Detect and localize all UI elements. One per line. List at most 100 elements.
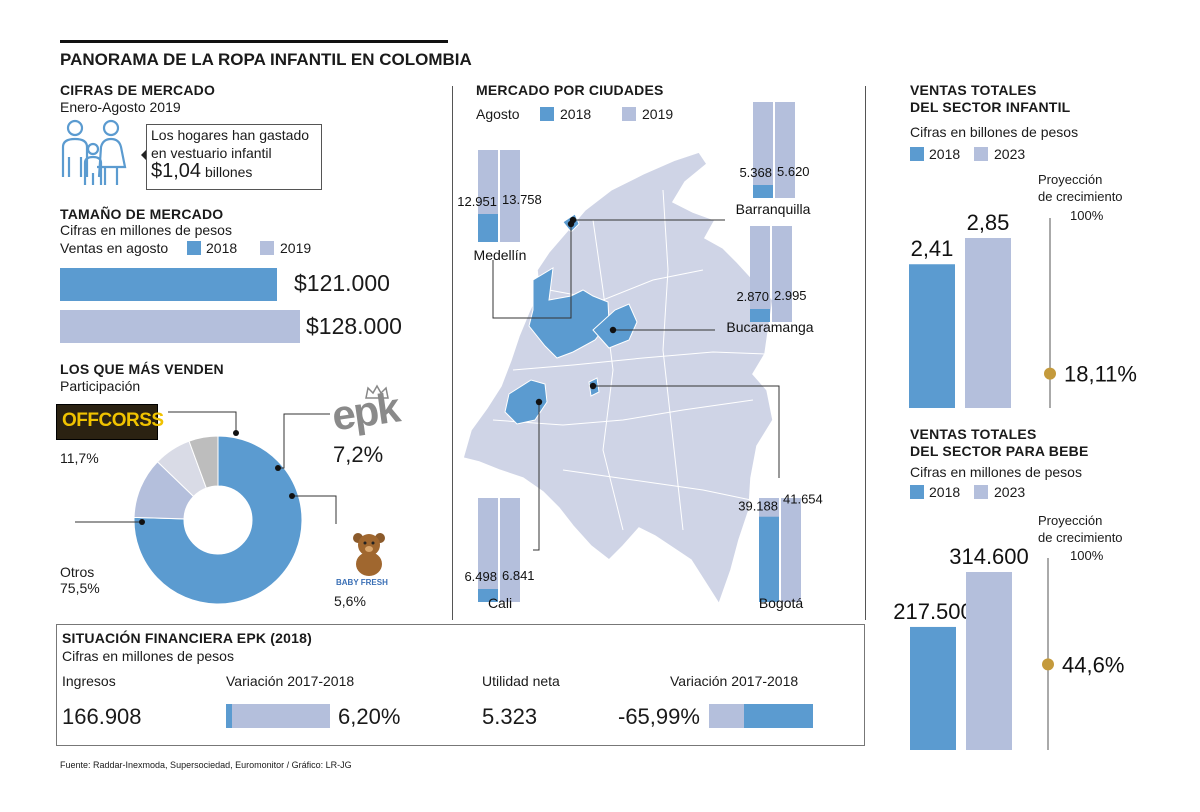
city-label-2019-Bucaramanga: 2.995 — [774, 288, 807, 303]
venden-subtitle: Participación — [60, 378, 141, 394]
var1-value: 6,20% — [338, 704, 401, 729]
city-bar-2018-Barranquilla — [753, 185, 773, 198]
projection-dot — [1044, 367, 1056, 380]
city-dot-4 — [589, 382, 597, 390]
otros-pct: 75,5% — [60, 580, 100, 596]
babyfresh-logo: BABY FRESH — [336, 578, 388, 587]
city-label-2018-Barranquilla: 5.368 — [739, 165, 772, 180]
city-bar-2019-Bogotá — [781, 509, 801, 602]
city-bar-2019-Cali — [500, 588, 520, 602]
city-label-2019-Medellín: 13.758 — [502, 192, 542, 207]
infantil-proj-label2: de crecimiento — [1038, 189, 1123, 204]
offcorss-logo-text: OFFCORSS — [62, 410, 164, 431]
bebe-bar-chart: 217.500 314.600 44,6% — [893, 544, 1124, 750]
city-bar-bg-2018-2 — [750, 226, 770, 322]
var1-label: Variación 2017-2018 — [226, 673, 355, 689]
city-label-2018-Bucaramanga: 2.870 — [736, 289, 769, 304]
bebe-swatch-2018 — [910, 485, 924, 499]
babyfresh-pct: 5,6% — [334, 593, 366, 609]
city-name-Bogotá: Bogotá — [759, 595, 804, 611]
city-dot-2 — [609, 326, 617, 334]
bar-label-2023: 314.600 — [949, 544, 1029, 569]
bar-2018 — [910, 626, 956, 750]
santander-region — [592, 303, 638, 349]
colombia-outline — [462, 151, 774, 606]
header-rule — [60, 40, 448, 43]
ciudades-legend-2018: 2018 — [560, 106, 592, 122]
city-bar-2019-Barranquilla — [775, 184, 795, 198]
projection-value: 44,6% — [1062, 652, 1124, 677]
otros-label: Otros — [60, 564, 95, 580]
bar-2018 — [909, 264, 955, 408]
city-bar-2018-Cali — [478, 589, 498, 602]
infantil-subtitle: Cifras en billones de pesos — [910, 124, 1079, 140]
bebe-proj-max: 100% — [1070, 548, 1104, 563]
colombia-map — [462, 151, 774, 606]
city-bar-2018-Bucaramanga — [750, 309, 770, 322]
leader-babyfresh — [292, 495, 337, 524]
city-map-chart: 12.951 13.758 Medellín 5.368 5.620 Barranquil… — [457, 102, 823, 611]
dot-otros — [139, 519, 145, 525]
var2-value: -65,99% — [618, 704, 700, 729]
bebe-proj-label2: de crecimiento — [1038, 530, 1123, 545]
city-bar-2019-Medellín — [500, 212, 520, 242]
city-leader-3 — [533, 402, 540, 551]
valle-region — [504, 379, 548, 425]
city-dot-3 — [535, 398, 543, 406]
family-icon — [61, 119, 127, 185]
city-bar-2019-Bucaramanga — [772, 308, 792, 322]
dot-offcorss — [233, 430, 239, 436]
offcorss-logo — [56, 404, 158, 440]
cifras-box-line2: en vestuario infantil — [151, 145, 272, 161]
bebe-proj-label1: Proyección — [1038, 513, 1103, 528]
city-bar-2018-Bogotá — [759, 516, 779, 602]
epk-crown-icon — [365, 384, 389, 399]
cifras-unit: billones — [201, 164, 253, 180]
dot-babyfresh — [289, 493, 295, 499]
cifras-title: CIFRAS DE MERCADO — [60, 82, 216, 98]
city-label-2019-Barranquilla: 5.620 — [777, 164, 810, 179]
infantil-legend-2018: 2018 — [929, 146, 961, 162]
city-bar-bg-2018-3 — [478, 498, 498, 602]
financiera-title: SITUACIÓN FINANCIERA EPK (2018) — [62, 630, 312, 646]
donut-slice-otros — [133, 435, 303, 605]
bebe-swatch-2023 — [974, 485, 988, 499]
infantil-proj-max: 100% — [1070, 208, 1104, 223]
leader-offcorss — [168, 411, 237, 433]
tamano-subtitle: Cifras en millones de pesos — [60, 222, 232, 238]
city-label-2018-Cali: 6.498 — [464, 569, 497, 584]
ciudades-legend-2019: 2019 — [642, 106, 674, 122]
leader-epk — [278, 413, 330, 469]
city-label-2019-Cali: 6.841 — [502, 568, 535, 583]
projection-dot — [1042, 658, 1054, 671]
bar-label-2023: 2,85 — [967, 210, 1010, 235]
tamano-legend-2019: 2019 — [280, 240, 312, 256]
bebe-title1: VENTAS TOTALES — [910, 426, 1037, 442]
teddy-bear-icon — [353, 533, 385, 576]
bar-2023 — [965, 238, 1011, 408]
var2-fill — [744, 704, 813, 728]
city-name-Barranquilla: Barranquilla — [736, 201, 811, 217]
tamano-legend-label: Ventas en agosto — [60, 240, 169, 256]
city-label-2019-Bogotá: 41.654 — [783, 491, 823, 506]
ciudades-swatch-2018 — [540, 107, 554, 121]
cifras-box-line1: Los hogares han gastado — [151, 127, 310, 143]
utilidad-value: 5.323 — [482, 704, 538, 729]
ciudades-divider-right — [865, 86, 866, 620]
bebe-legend-2023: 2023 — [994, 484, 1026, 500]
page-title: PANORAMA DE LA ROPA INFANTIL EN COLOMBIA — [60, 50, 472, 69]
ingresos-label: Ingresos — [62, 673, 116, 689]
legend-swatch-2018 — [187, 241, 201, 255]
tamano-bar-2018 — [60, 268, 278, 301]
ciudades-swatch-2019 — [622, 107, 636, 121]
bebe-legend-2018: 2018 — [929, 484, 961, 500]
footer-source: Fuente: Raddar-Inexmoda, Supersociedad, … — [60, 760, 352, 770]
bar-2023 — [966, 572, 1012, 750]
bebe-subtitle: Cifras en millones de pesos — [910, 464, 1082, 480]
var1-track — [226, 704, 330, 728]
ciudades-legend-label: Agosto — [476, 106, 520, 122]
infantil-proj-label1: Proyección — [1038, 172, 1103, 187]
utilidad-label: Utilidad neta — [482, 673, 560, 689]
market-share-donut — [75, 411, 337, 605]
cifras-amount: $1,04 — [151, 160, 202, 182]
